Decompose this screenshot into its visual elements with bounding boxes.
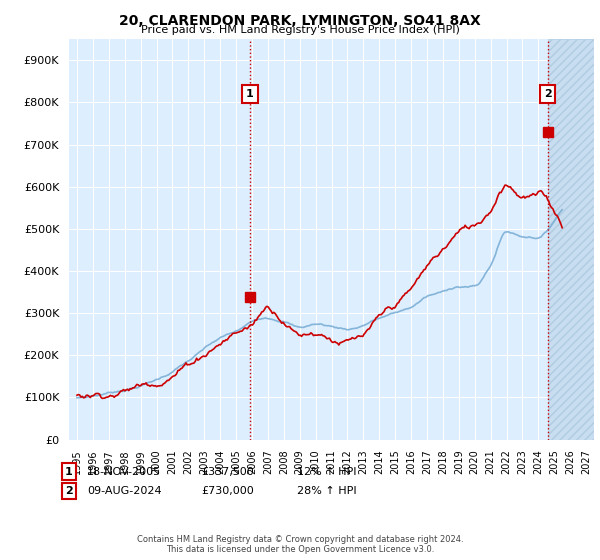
Text: 28% ↑ HPI: 28% ↑ HPI bbox=[297, 486, 356, 496]
Text: 2: 2 bbox=[544, 89, 551, 99]
Text: Contains HM Land Registry data © Crown copyright and database right 2024.
This d: Contains HM Land Registry data © Crown c… bbox=[137, 535, 463, 554]
Text: 18-NOV-2005: 18-NOV-2005 bbox=[87, 466, 161, 477]
Bar bbox=[69, 39, 548, 440]
Text: 20, CLARENDON PARK, LYMINGTON, SO41 8AX: 20, CLARENDON PARK, LYMINGTON, SO41 8AX bbox=[119, 14, 481, 28]
Bar bbox=[548, 39, 594, 440]
Text: 1: 1 bbox=[65, 466, 73, 477]
Text: £730,000: £730,000 bbox=[201, 486, 254, 496]
Text: Price paid vs. HM Land Registry's House Price Index (HPI): Price paid vs. HM Land Registry's House … bbox=[140, 25, 460, 35]
Text: £337,500: £337,500 bbox=[201, 466, 254, 477]
Text: 1: 1 bbox=[246, 89, 254, 99]
Text: 2: 2 bbox=[65, 486, 73, 496]
Text: 12% ↑ HPI: 12% ↑ HPI bbox=[297, 466, 356, 477]
Text: 09-AUG-2024: 09-AUG-2024 bbox=[87, 486, 161, 496]
